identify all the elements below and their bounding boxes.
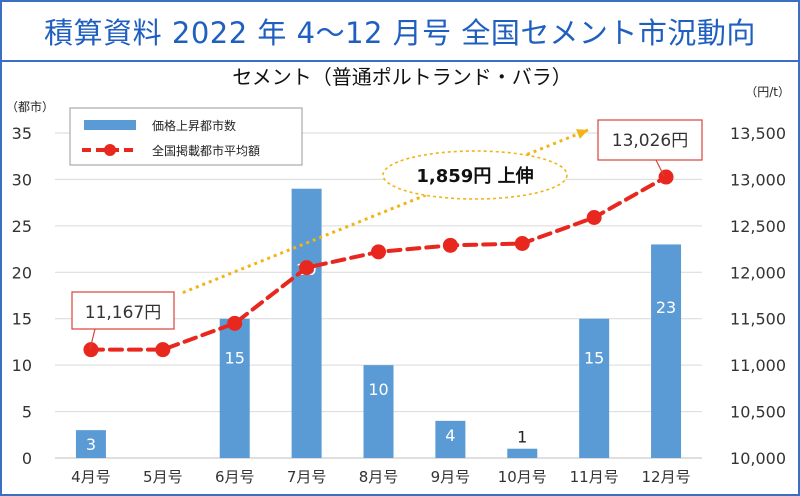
right-tick-label: 10,500 bbox=[730, 403, 786, 422]
line-point bbox=[371, 244, 386, 260]
line-point bbox=[227, 315, 243, 331]
increase-ellipse bbox=[382, 150, 568, 200]
right-tick-label: 11,500 bbox=[730, 310, 786, 329]
right-tick-label: 12,000 bbox=[730, 263, 786, 282]
x-tick-label: 4月号 bbox=[71, 468, 111, 486]
right-tick-label: 11,000 bbox=[730, 356, 786, 375]
bar-labels: 3152910411523 bbox=[86, 260, 676, 454]
increase-arrow-head bbox=[576, 129, 588, 139]
right-axis-ticks: 10,000 10,500 11,000 11,500 12,000 12,500 13,0… bbox=[730, 124, 786, 468]
left-tick-label: 30 bbox=[12, 170, 32, 189]
left-axis-unit: （都市） bbox=[6, 99, 54, 114]
left-tick-label: 35 bbox=[12, 124, 32, 143]
chart-title: セメント（普通ポルトランド・バラ） bbox=[232, 65, 572, 89]
line-point bbox=[514, 236, 530, 251]
left-tick-label: 5 bbox=[22, 403, 32, 422]
end-callout-box bbox=[597, 119, 703, 161]
left-tick-label: 10 bbox=[12, 356, 32, 375]
legend-bar-label: 価格上昇都市数 bbox=[152, 118, 236, 133]
bar-label: 1 bbox=[517, 428, 527, 447]
end-callout-pointer bbox=[655, 159, 665, 177]
bar bbox=[75, 430, 106, 458]
left-tick-label: 20 bbox=[12, 263, 32, 282]
bar bbox=[363, 365, 394, 458]
banner-title: 積算資料 2022 年 4〜12 月号 全国セメント市況動向 bbox=[44, 16, 756, 50]
bar-label: 10 bbox=[368, 380, 388, 399]
bar bbox=[507, 448, 538, 458]
right-axis-unit: （円/t） bbox=[745, 85, 790, 99]
start-value-label: 11,167円 bbox=[85, 303, 161, 323]
left-axis-ticks: 0 5 10 15 20 25 30 35 bbox=[12, 124, 32, 468]
x-tick-label: 9月号 bbox=[431, 468, 471, 486]
line-point bbox=[658, 169, 674, 185]
bar bbox=[579, 318, 610, 458]
legend-line-marker bbox=[104, 144, 116, 156]
line-point bbox=[83, 342, 99, 358]
legend-line-label: 全国掲載都市平均額 bbox=[152, 143, 260, 158]
right-tick-label: 10,000 bbox=[730, 449, 786, 468]
bar bbox=[651, 244, 682, 458]
bar bbox=[291, 188, 322, 458]
line-point bbox=[442, 237, 458, 253]
increase-label: 1,859円 上伸 bbox=[416, 165, 533, 187]
increase-arrow bbox=[182, 128, 589, 295]
bar bbox=[219, 318, 250, 458]
x-tick-label: 10月号 bbox=[498, 468, 547, 486]
right-tick-label: 13,500 bbox=[730, 124, 786, 143]
start-callout-box bbox=[71, 291, 175, 330]
start-callout-pointer bbox=[89, 328, 96, 350]
banner: 積算資料 2022 年 4〜12 月号 全国セメント市況動向 bbox=[2, 2, 798, 62]
bar-label: 15 bbox=[225, 348, 245, 367]
line-point bbox=[586, 210, 602, 225]
x-tick-label: 6月号 bbox=[215, 468, 255, 486]
x-tick-label: 12月号 bbox=[642, 468, 691, 486]
legend-bar-swatch bbox=[84, 120, 136, 130]
bar-label: 15 bbox=[584, 348, 604, 367]
increase-callout: 1,859円 上伸 bbox=[382, 150, 568, 200]
right-tick-label: 12,500 bbox=[730, 217, 786, 236]
x-tick-label: 7月号 bbox=[287, 468, 327, 486]
end-callout: 13,026円 bbox=[597, 119, 703, 177]
left-tick-label: 25 bbox=[12, 217, 32, 236]
increase-arrow-line bbox=[182, 128, 589, 295]
bar-label: 23 bbox=[656, 298, 676, 317]
legend: 価格上昇都市数 全国掲載都市平均額 bbox=[69, 107, 303, 166]
left-tick-label: 0 bbox=[22, 449, 32, 468]
line-series bbox=[83, 169, 674, 358]
end-value-label: 13,026円 bbox=[612, 131, 688, 151]
bar-series bbox=[75, 188, 682, 458]
start-callout: 11,167円 bbox=[71, 291, 175, 350]
right-tick-label: 13,000 bbox=[730, 170, 786, 189]
line-point bbox=[299, 260, 315, 276]
bar bbox=[435, 420, 466, 458]
bar-label: 3 bbox=[86, 435, 96, 454]
bar-label: 4 bbox=[445, 426, 455, 445]
line-point bbox=[155, 342, 171, 358]
left-tick-label: 15 bbox=[12, 310, 32, 329]
x-tick-label: 8月号 bbox=[359, 468, 399, 486]
x-tick-label: 5月号 bbox=[143, 468, 183, 486]
x-axis-ticks: 4月号 5月号 6月号 7月号 8月号 9月号 10月号 11月号 12月号 bbox=[71, 468, 690, 486]
x-tick-label: 11月号 bbox=[570, 468, 619, 486]
